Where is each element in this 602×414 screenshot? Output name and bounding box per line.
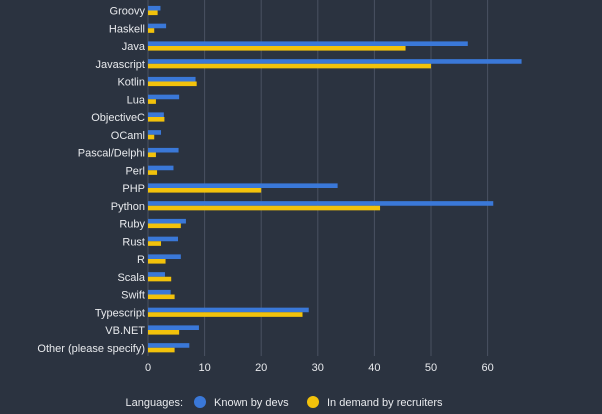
x-tick-label-0: 0 — [145, 362, 151, 374]
bar-vb-net-in-demand-by-recruiters[interactable] — [148, 330, 180, 335]
bar-other-please-specify-in-demand-by-recruiters[interactable] — [148, 347, 175, 353]
category-label-php: PHP — [122, 183, 145, 195]
bar-pascal-delphi-known-by-devs[interactable] — [148, 147, 179, 153]
bar-groovy-in-demand-by-recruiters[interactable] — [148, 10, 158, 16]
bar-ruby-known-by-devs[interactable] — [148, 218, 186, 224]
bar-objectivec-in-demand-by-recruiters[interactable] — [148, 117, 165, 122]
category-label-perl: Perl — [125, 165, 145, 177]
bar-php-in-demand-by-recruiters[interactable] — [148, 188, 262, 193]
bar-vb-net-known-by-devs[interactable] — [148, 325, 199, 330]
category-label-scala: Scala — [117, 272, 145, 284]
bar-kotlin-in-demand-by-recruiters[interactable] — [148, 81, 197, 87]
bar-python-in-demand-by-recruiters[interactable] — [148, 205, 381, 211]
grid-lines — [147, 0, 489, 356]
category-label-swift: Swift — [121, 290, 145, 302]
bar-typescript-known-by-devs[interactable] — [148, 307, 309, 313]
category-label-ocaml: OCaml — [111, 130, 145, 142]
bar-javascript-known-by-devs[interactable] — [148, 59, 522, 64]
category-label-ruby: Ruby — [119, 219, 145, 231]
bar-swift-known-by-devs[interactable] — [148, 289, 171, 295]
bar-typescript-in-demand-by-recruiters[interactable] — [148, 312, 303, 317]
category-label-typescript: Typescript — [95, 307, 145, 319]
x-axis-tick-labels: 0 10 20 30 40 50 60 — [145, 362, 494, 374]
bar-ocaml-in-demand-by-recruiters[interactable] — [148, 134, 155, 140]
bar-r-known-by-devs[interactable] — [148, 254, 181, 259]
legend-demand-marker[interactable] — [307, 396, 319, 408]
legend-known-label[interactable]: Known by devs — [214, 397, 289, 409]
bar-r-in-demand-by-recruiters[interactable] — [148, 259, 166, 264]
bar-kotlin-known-by-devs[interactable] — [148, 76, 196, 82]
category-labels: Groovy Haskell Java Javascript Kotlin Lua Obje… — [37, 6, 145, 355]
bar-php-known-by-devs[interactable] — [148, 183, 338, 188]
legend-title: Languages: — [126, 397, 184, 409]
x-tick-label-30: 30 — [312, 362, 324, 374]
category-label-lua: Lua — [127, 94, 146, 106]
bar-swift-in-demand-by-recruiters[interactable] — [148, 294, 175, 300]
x-tick-label-50: 50 — [425, 362, 437, 374]
bar-java-in-demand-by-recruiters[interactable] — [148, 46, 406, 51]
x-tick-label-40: 40 — [368, 362, 380, 374]
bar-perl-in-demand-by-recruiters[interactable] — [148, 170, 158, 175]
bar-groovy-known-by-devs[interactable] — [148, 5, 161, 11]
bar-haskell-known-by-devs[interactable] — [148, 23, 167, 29]
bar-java-known-by-devs[interactable] — [148, 41, 468, 46]
x-tick-label-20: 20 — [255, 362, 267, 374]
category-label-javascript: Javascript — [95, 59, 145, 71]
category-label-haskell: Haskell — [109, 23, 145, 35]
category-label-pascal-delphi: Pascal/Delphi — [78, 148, 145, 160]
bar-scala-known-by-devs[interactable] — [148, 272, 165, 277]
category-label-python: Python — [111, 201, 145, 213]
category-label-java: Java — [122, 41, 146, 53]
bar-objectivec-known-by-devs[interactable] — [148, 112, 164, 117]
category-label-kotlin: Kotlin — [117, 77, 145, 89]
category-label-other-please-specify: Other (please specify) — [37, 343, 145, 355]
category-label-r: R — [137, 254, 145, 266]
x-tick-label-10: 10 — [198, 362, 210, 374]
bar-rust-in-demand-by-recruiters[interactable] — [148, 241, 162, 246]
bar-ocaml-known-by-devs[interactable] — [148, 130, 162, 135]
bar-haskell-in-demand-by-recruiters[interactable] — [148, 28, 155, 33]
category-label-rust: Rust — [122, 236, 145, 248]
bar-ruby-in-demand-by-recruiters[interactable] — [148, 223, 181, 229]
bar-rust-known-by-devs[interactable] — [148, 236, 178, 242]
legend-known-marker[interactable] — [194, 396, 206, 408]
category-label-objectivec: ObjectiveC — [91, 112, 145, 124]
bar-pascal-delphi-in-demand-by-recruiters[interactable] — [148, 152, 156, 158]
category-label-vb-net: VB.NET — [105, 325, 145, 337]
legend: Languages: Known by devs In demand by re… — [126, 396, 443, 409]
bar-other-please-specify-known-by-devs[interactable] — [148, 343, 190, 348]
bar-scala-in-demand-by-recruiters[interactable] — [148, 276, 172, 282]
x-tick-label-60: 60 — [481, 362, 493, 374]
category-label-groovy: Groovy — [110, 6, 146, 18]
bar-lua-in-demand-by-recruiters[interactable] — [148, 99, 156, 104]
bar-python-known-by-devs[interactable] — [148, 201, 494, 206]
bar-javascript-in-demand-by-recruiters[interactable] — [148, 63, 431, 69]
bar-perl-known-by-devs[interactable] — [148, 165, 174, 171]
bars — [148, 5, 522, 353]
legend-demand-label[interactable]: In demand by recruiters — [327, 397, 443, 409]
bar-lua-known-by-devs[interactable] — [148, 94, 180, 100]
